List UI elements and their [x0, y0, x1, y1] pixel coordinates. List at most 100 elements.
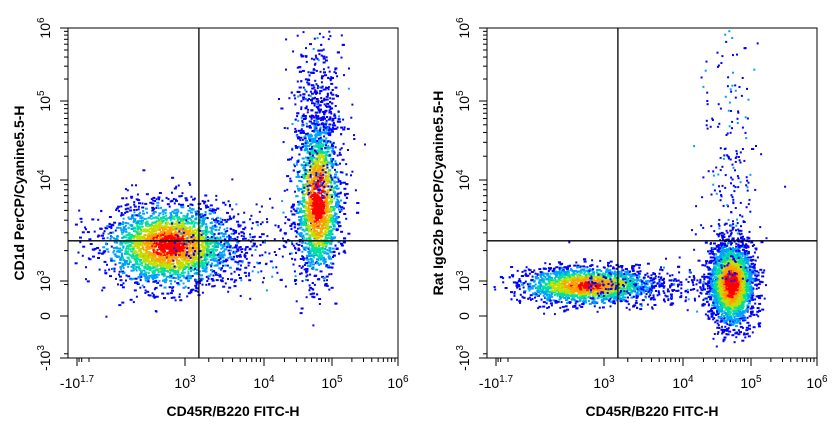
event-dot [116, 241, 119, 244]
event-dot [218, 262, 221, 265]
event-dot [209, 263, 213, 266]
event-dot [172, 249, 176, 252]
event-dot [156, 273, 160, 276]
event-dot [235, 267, 239, 270]
event-dot [315, 114, 317, 117]
event-dot [173, 212, 177, 215]
event-dot [313, 242, 315, 245]
event-dot [306, 274, 309, 277]
event-dot [181, 203, 185, 206]
event-dot [347, 232, 351, 235]
event-dot [177, 210, 180, 213]
event-dot [329, 206, 332, 208]
event-dot [303, 246, 307, 249]
event-dot [159, 234, 162, 237]
event-dot [307, 71, 310, 74]
event-dot [319, 156, 323, 159]
event-dot [345, 192, 349, 195]
event-dot [125, 188, 127, 191]
event-dot [315, 233, 318, 236]
event-dot [170, 245, 174, 248]
event-dot [301, 280, 304, 283]
event-dot [329, 101, 332, 104]
event-dot [192, 258, 195, 261]
event-dot [127, 275, 131, 278]
event-dot [134, 234, 137, 237]
event-dot [206, 258, 209, 261]
event-dot [134, 277, 138, 280]
event-dot [199, 264, 203, 267]
event-dot [113, 241, 117, 244]
event-dot [219, 251, 223, 254]
event-dot [220, 244, 224, 246]
event-dot [210, 236, 213, 238]
event-dot [175, 199, 178, 202]
event-dot [313, 235, 316, 238]
event-dot [317, 225, 320, 228]
event-dot [153, 221, 156, 224]
event-dot [137, 253, 140, 256]
event-dot [242, 228, 246, 231]
event-dot [312, 232, 316, 235]
event-dot [309, 230, 313, 233]
event-dot [255, 221, 259, 224]
event-dot [304, 216, 308, 219]
event-dot [80, 220, 83, 223]
event-dot [324, 160, 326, 163]
event-dot [154, 224, 157, 227]
event-dot [150, 198, 153, 201]
event-dot [139, 254, 142, 257]
event-dot [224, 241, 228, 244]
event-dot [192, 225, 196, 228]
event-dot [194, 289, 198, 292]
event-dot [305, 90, 308, 93]
event-dot [142, 228, 145, 231]
event-dot [274, 224, 277, 227]
event-dot [158, 240, 161, 243]
event-dot [323, 227, 327, 230]
event-dot [201, 267, 204, 269]
event-dot [324, 74, 327, 77]
event-dot [306, 254, 310, 257]
event-dot [301, 173, 305, 176]
event-dot [214, 244, 218, 247]
event-dot [329, 108, 332, 110]
event-dot [161, 210, 165, 213]
event-dot [330, 164, 334, 167]
event-dot [169, 274, 171, 277]
event-dot [154, 245, 158, 248]
event-dot [185, 241, 188, 244]
event-dot [152, 280, 156, 283]
event-dot [315, 118, 319, 121]
event-dot [141, 206, 145, 209]
event-dot [335, 163, 338, 166]
event-dot [191, 229, 195, 232]
event-dot [192, 250, 195, 253]
event-dot [327, 216, 330, 219]
event-dot [121, 301, 125, 304]
event-dot [146, 211, 149, 214]
event-dot [138, 212, 141, 215]
event-dot [117, 205, 121, 208]
event-dot [307, 180, 310, 182]
event-dot [229, 249, 232, 252]
event-dot [329, 242, 333, 245]
event-dot [329, 218, 332, 221]
event-dot [177, 238, 181, 241]
event-dot [213, 209, 215, 212]
event-dot [324, 109, 328, 112]
event-dot [189, 211, 193, 214]
event-dot [218, 232, 220, 235]
event-dot [271, 275, 274, 278]
event-dot [162, 215, 166, 218]
event-dot [165, 196, 168, 199]
event-dot [243, 271, 247, 274]
event-dot [210, 269, 213, 272]
event-dot [185, 230, 188, 233]
event-dot [199, 221, 202, 224]
event-dot [123, 229, 125, 232]
event-dot [136, 254, 139, 257]
event-dot [155, 268, 158, 271]
event-dot [160, 221, 164, 224]
event-dot [117, 250, 121, 252]
